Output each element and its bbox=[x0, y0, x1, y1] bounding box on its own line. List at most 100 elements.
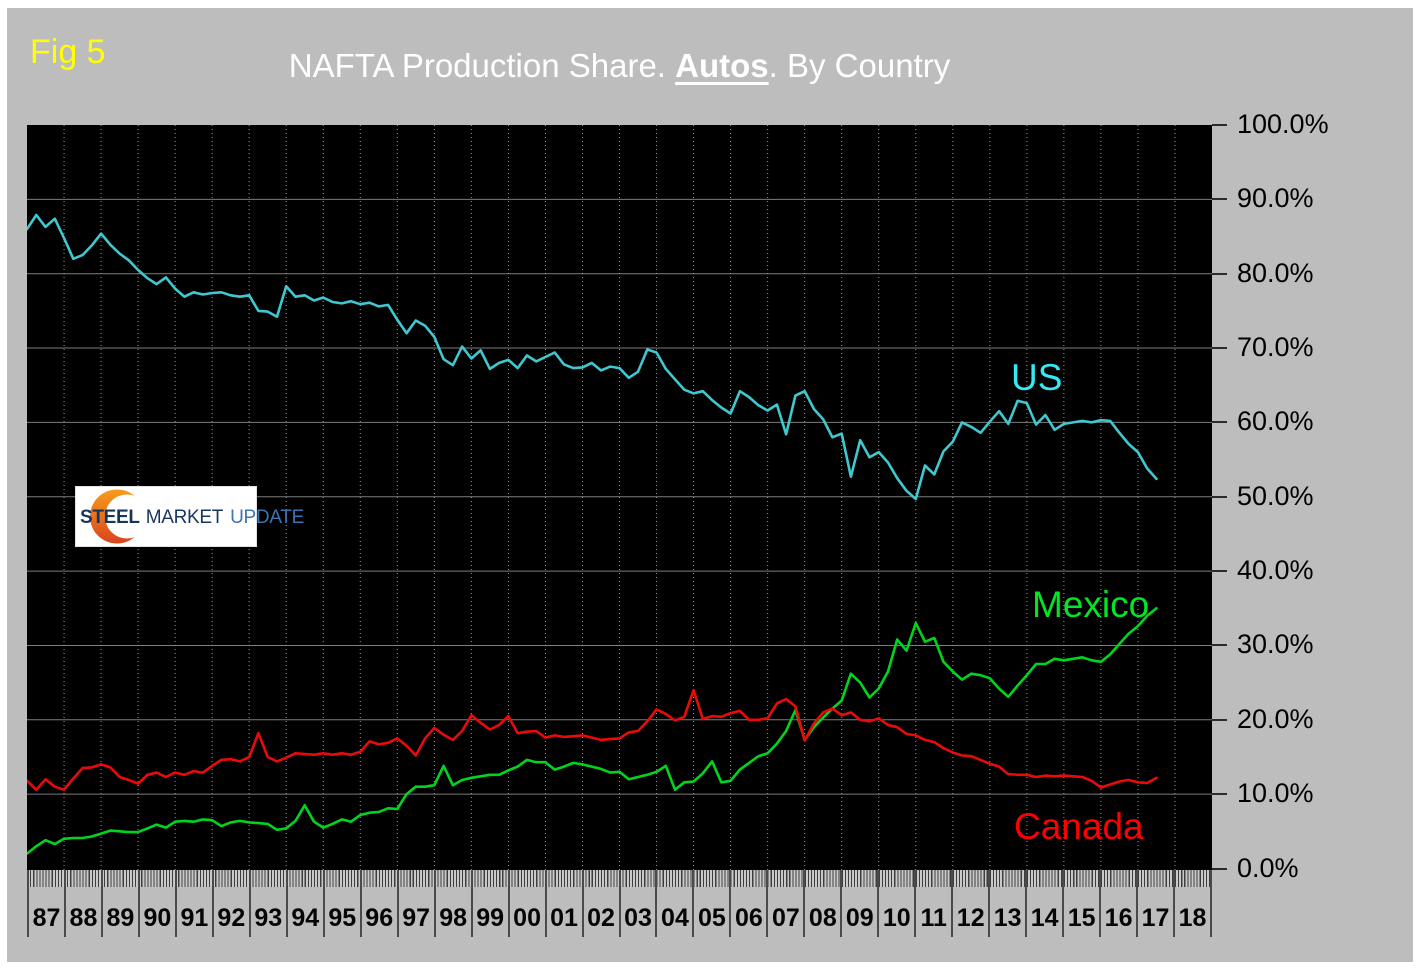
x-axis-year-cell: 16 bbox=[1099, 870, 1136, 937]
x-axis-year-label: 08 bbox=[808, 904, 837, 932]
y-axis-label: 40.0% bbox=[1237, 555, 1314, 586]
x-axis-year-cell: 94 bbox=[285, 870, 323, 937]
x-axis-year-label: 12 bbox=[956, 904, 985, 932]
x-axis-year-cell: 01 bbox=[544, 870, 582, 937]
x-axis-year-cell: 08 bbox=[803, 870, 840, 937]
x-axis-year-cell: 97 bbox=[396, 870, 434, 937]
x-axis-year-label: 09 bbox=[845, 904, 874, 932]
x-axis-year-label: 11 bbox=[920, 904, 947, 932]
x-axis-year-cell: 09 bbox=[840, 870, 877, 937]
x-axis-year-cell: 00 bbox=[507, 870, 545, 937]
logo-word-update: UPDATE bbox=[230, 507, 304, 528]
chart-title-suffix: . By Country bbox=[768, 47, 951, 84]
y-axis-tick bbox=[1212, 124, 1227, 126]
x-axis-year-cell: 18 bbox=[1173, 870, 1212, 937]
x-axis-year-cell: 96 bbox=[359, 870, 397, 937]
figure-number-label: Fig 5 bbox=[30, 33, 106, 71]
x-axis-year-cell: 87 bbox=[27, 870, 64, 937]
x-axis-year-cell: 89 bbox=[100, 870, 138, 937]
x-axis-year-label: 00 bbox=[513, 904, 541, 932]
y-axis-tick bbox=[1212, 198, 1227, 201]
logo-word-market: MARKET bbox=[145, 507, 224, 528]
x-axis-year-row: 87 88 89 90 91 92 93 94 95 96 97 98 99 00 01 02 03 04 05 06… bbox=[27, 870, 1212, 937]
series-line-mexico bbox=[27, 606, 1158, 855]
x-axis-year-cell: 17 bbox=[1136, 870, 1173, 937]
series-line-canada bbox=[27, 688, 1158, 792]
x-axis-year-cell: 92 bbox=[211, 870, 249, 937]
x-axis-year-cell: 88 bbox=[63, 870, 101, 937]
x-axis-year-label: 18 bbox=[1178, 904, 1207, 932]
y-axis-label: 70.0% bbox=[1237, 332, 1314, 363]
y-axis-label: 30.0% bbox=[1237, 629, 1314, 660]
x-axis-year-cell: 10 bbox=[877, 870, 914, 937]
x-axis-year-cell: 07 bbox=[766, 870, 803, 937]
y-axis-tick bbox=[1212, 867, 1227, 870]
x-axis-year-label: 97 bbox=[402, 904, 431, 932]
chart-title: NAFTA Production Share. Autos. By Countr… bbox=[27, 47, 1212, 85]
steel-market-update-logo: STEEL MARKET UPDATE bbox=[75, 486, 304, 547]
x-axis-year-label: 94 bbox=[291, 904, 320, 932]
x-axis-year-label: 14 bbox=[1030, 904, 1059, 932]
y-axis-label: 10.0% bbox=[1237, 778, 1314, 809]
x-axis-year-cell: 06 bbox=[729, 870, 766, 937]
x-axis-year-label: 13 bbox=[993, 904, 1022, 932]
y-axis-tick bbox=[1212, 495, 1227, 498]
y-axis-tick bbox=[1212, 570, 1227, 573]
x-axis-year-label: 02 bbox=[587, 904, 615, 932]
x-axis-year-label: 88 bbox=[69, 904, 98, 932]
chart-title-emphasis: Autos bbox=[675, 47, 769, 84]
x-axis-year-cell: 12 bbox=[951, 870, 988, 937]
y-axis-label: 20.0% bbox=[1237, 703, 1314, 734]
x-axis-year-label: 92 bbox=[217, 904, 246, 932]
x-axis-year-label: 17 bbox=[1141, 904, 1170, 932]
y-axis-label: 80.0% bbox=[1237, 257, 1314, 288]
x-axis-year-label: 15 bbox=[1067, 904, 1096, 932]
x-axis-year-cell: 11 bbox=[914, 870, 951, 937]
x-axis-year-label: 04 bbox=[661, 904, 689, 932]
x-axis-year-cell: 90 bbox=[137, 870, 175, 937]
y-axis-label: 100.0% bbox=[1237, 109, 1329, 139]
x-axis-year-label: 99 bbox=[476, 904, 505, 932]
x-axis-year-cell: 04 bbox=[655, 870, 692, 937]
x-axis-year-label: 05 bbox=[698, 904, 726, 932]
series-label-canada: Canada bbox=[1014, 806, 1144, 847]
y-axis-tick bbox=[1212, 793, 1227, 796]
x-axis-year-label: 91 bbox=[180, 904, 209, 932]
chart-title-prefix: NAFTA Production Share. bbox=[288, 47, 676, 84]
x-axis-year-label: 10 bbox=[882, 904, 911, 932]
x-axis-year-label: 06 bbox=[734, 904, 763, 932]
logo-word-steel: STEEL bbox=[80, 507, 140, 528]
x-axis-year-label: 03 bbox=[624, 904, 652, 932]
x-axis-year-label: 96 bbox=[365, 904, 394, 932]
logo-wordmark: STEEL MARKET UPDATE bbox=[80, 507, 304, 529]
x-axis-year-label: 89 bbox=[106, 904, 135, 932]
y-axis-label: 60.0% bbox=[1237, 406, 1314, 437]
x-axis-year-cell: 13 bbox=[988, 870, 1025, 937]
x-axis-year-label: 95 bbox=[328, 904, 357, 932]
y-axis-label: 0.0% bbox=[1237, 852, 1299, 883]
x-axis-year-label: 98 bbox=[439, 904, 468, 932]
x-axis-year-cell: 14 bbox=[1025, 870, 1062, 937]
x-axis-year-label: 16 bbox=[1104, 904, 1133, 932]
x-axis-year-cell: 02 bbox=[581, 870, 619, 937]
x-axis-year-cell: 15 bbox=[1062, 870, 1099, 937]
x-axis-year-cell: 93 bbox=[248, 870, 286, 937]
y-axis-tick bbox=[1212, 272, 1227, 275]
x-axis-year-label: 90 bbox=[143, 904, 172, 932]
y-axis-tick bbox=[1212, 718, 1227, 721]
y-axis-tick bbox=[1212, 644, 1227, 647]
x-axis-year-cell: 05 bbox=[692, 870, 729, 937]
orange-crescent-icon bbox=[90, 489, 147, 544]
x-axis-year-cell: 99 bbox=[470, 870, 508, 937]
y-axis-tick bbox=[1212, 421, 1227, 424]
series-label-us: US bbox=[1011, 357, 1063, 398]
series-label-mexico: Mexico bbox=[1032, 584, 1150, 625]
x-axis-year-cell: 95 bbox=[322, 870, 360, 937]
x-axis-year-cell: 98 bbox=[433, 870, 471, 937]
x-axis-year-label: 01 bbox=[550, 904, 578, 932]
y-axis-label: 50.0% bbox=[1237, 480, 1314, 511]
x-axis-year-cell: 91 bbox=[174, 870, 212, 937]
x-axis-year-label: 93 bbox=[254, 904, 283, 932]
x-axis-year-label: 87 bbox=[32, 904, 61, 932]
